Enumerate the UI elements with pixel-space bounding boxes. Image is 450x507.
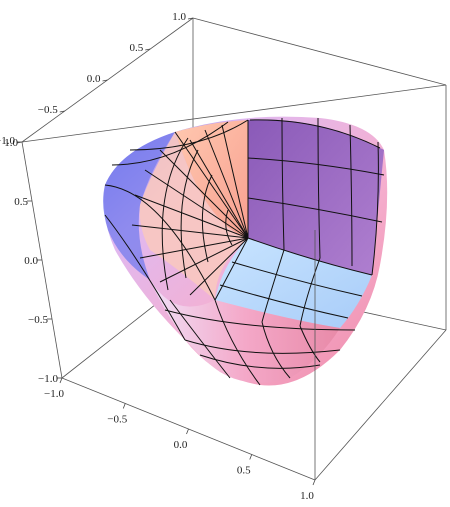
top-axis-tick-label: −0.5 [38, 104, 58, 116]
bottom-axis-tick-mark [122, 403, 126, 409]
surface-mesh [104, 117, 385, 386]
bottom-axis-tick-mark [312, 479, 316, 486]
top-axis-tick-mark [59, 110, 65, 113]
top-axis-tick-label: −1.0 [0, 135, 15, 147]
shell-lower-rim [150, 280, 340, 383]
top-axis-tick-label: 1.0 [172, 11, 186, 23]
bottom-axis-tick-mark [59, 377, 63, 384]
left-axis-tick-label: −1.0 [38, 373, 58, 385]
bottom-axis-tick-label: 0.0 [174, 439, 188, 451]
shell-blue-region [103, 132, 175, 280]
top-axis-tick-mark [145, 48, 151, 51]
bottom-axis-tick-label: −1.0 [44, 388, 64, 400]
bottom-axis-tick-label: 1.0 [300, 490, 314, 502]
bottom-axis-tick-mark [249, 454, 253, 460]
bottom-axis-tick-label: 0.5 [237, 465, 251, 477]
left-axis-tick-label: 0.5 [14, 196, 28, 208]
top-axis-tick-label: 0.5 [130, 42, 144, 54]
surface-body [103, 116, 388, 386]
left-axis-tick-label: −0.5 [28, 314, 48, 326]
left-vertical-axis: 1.0 0.5 0.0 −0.5 −1.0 [4, 137, 62, 385]
top-axis-tick-mark [187, 17, 194, 20]
left-axis-tick-label: 0.0 [24, 255, 38, 267]
bottom-axis: −1.0 −0.5 0.0 0.5 1.0 [44, 377, 316, 502]
top-axis-tick-mark [102, 79, 108, 82]
cut-face-left-lower [139, 132, 248, 300]
cut-face-left [175, 120, 248, 238]
bottom-axis-tick-mark [186, 428, 189, 435]
top-axis: −1.0 −0.5 0.0 0.5 1.0 [0, 11, 194, 147]
left-axis-tick-label: 1.0 [4, 137, 18, 149]
top-axis-tick-label: 0.0 [87, 73, 101, 85]
cut-face-bottom [215, 238, 372, 328]
bottom-axis-tick-label: −0.5 [107, 414, 127, 426]
